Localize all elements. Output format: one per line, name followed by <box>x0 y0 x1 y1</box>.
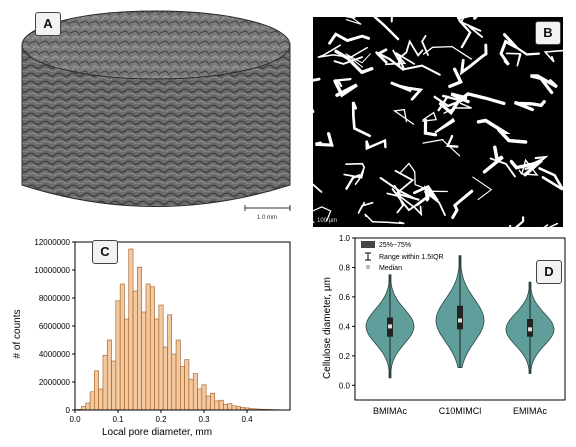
histogram-bar <box>142 312 146 410</box>
y-tick-label: 6000000 <box>39 322 71 331</box>
histogram-bar <box>189 379 193 410</box>
violin-legend: 25%~75% Range within 1.5IQR Median <box>361 241 444 272</box>
violin-median <box>458 318 462 322</box>
panel-a: 1.0 mm A <box>0 0 310 225</box>
histogram-chart: 0.0 0.1 0.2 0.3 0.4 0 2000000 4000000 6000000 80… <box>0 230 300 442</box>
histogram-x-label: Local pore diameter, mm <box>102 427 212 438</box>
histogram-bar <box>137 267 141 410</box>
histogram-bar <box>206 396 210 410</box>
histogram-bar <box>193 374 197 410</box>
histogram-bar <box>81 407 85 411</box>
violin-median <box>388 324 392 328</box>
legend-box-swatch <box>361 241 375 248</box>
histogram-bar <box>112 361 116 410</box>
y-tick-label: 0.6 <box>339 293 351 302</box>
panel-label-c: C <box>92 240 118 264</box>
category-label: EMIMAc <box>513 406 548 416</box>
legend-range: Range within 1.5IQR <box>379 254 444 261</box>
violin-median <box>528 327 532 331</box>
category-label: C10MIMCl <box>439 406 482 416</box>
panel-label-b: B <box>535 21 561 45</box>
histogram-bar <box>90 392 94 410</box>
histogram-bar <box>146 284 150 410</box>
histogram-bar <box>202 385 206 410</box>
histogram-bar <box>210 393 214 410</box>
y-tick-label: 0.8 <box>339 263 351 272</box>
panel-b: 100 µm B <box>313 17 563 227</box>
panel-c: 0.0 0.1 0.2 0.3 0.4 0 2000000 4000000 6000000 80… <box>0 230 300 442</box>
histogram-bar <box>116 301 120 410</box>
y-tick-label: 0.2 <box>339 352 351 361</box>
panel-label-d: D <box>536 260 562 284</box>
scale-label-b: 100 µm <box>317 218 337 224</box>
y-tick-label: 0.4 <box>339 322 351 331</box>
violin-iqr-box <box>457 306 463 330</box>
histogram-bar <box>107 340 111 410</box>
histogram-bar <box>167 315 171 410</box>
histogram-bar <box>124 319 128 410</box>
scale-label-a: 1.0 mm <box>257 215 277 221</box>
histogram-bar <box>236 407 240 411</box>
legend-median: Median <box>379 265 402 272</box>
legend-iqr: 25%~75% <box>379 242 411 249</box>
histogram-bar <box>159 305 163 410</box>
binary-micrograph: 100 µm <box>313 17 563 227</box>
x-tick-label: 0.0 <box>69 415 81 424</box>
y-tick-label: 10000000 <box>34 266 70 275</box>
y-tick-label: 0 <box>66 406 71 415</box>
histogram-y-label: # of counts <box>12 310 23 359</box>
histogram-bar <box>215 401 219 410</box>
histogram-bar <box>103 355 107 410</box>
histogram-bar <box>120 284 124 410</box>
panel-label-a: A <box>35 12 61 36</box>
category-label: BMIMAc <box>373 406 408 416</box>
histogram-bar <box>150 287 154 410</box>
histogram-bar <box>163 347 167 410</box>
histogram-bar <box>223 404 227 410</box>
y-tick-label: 12000000 <box>34 238 70 247</box>
violin-y-label: Cellulose diameter, µm <box>322 277 333 379</box>
y-tick-label: 4000000 <box>39 350 71 359</box>
histogram-bar <box>228 404 232 410</box>
y-tick-label: 1.0 <box>339 234 351 243</box>
histogram-bar <box>219 400 223 410</box>
x-tick-label: 0.1 <box>112 415 124 424</box>
histogram-bar <box>133 291 137 410</box>
x-tick-label: 0.2 <box>155 415 167 424</box>
x-tick-label: 0.4 <box>241 415 253 424</box>
y-tick-label: 2000000 <box>39 378 71 387</box>
y-tick-label: 0.0 <box>339 381 351 390</box>
histogram-bar <box>185 360 189 410</box>
histogram-bar <box>86 403 90 410</box>
histogram-bar <box>180 367 184 410</box>
x-tick-label: 0.3 <box>198 415 210 424</box>
legend-median-swatch <box>366 265 370 269</box>
histogram-bar <box>129 249 133 410</box>
histogram-bar <box>94 371 98 410</box>
histogram-bar <box>99 389 103 410</box>
histogram-bar <box>176 340 180 410</box>
histogram-bar <box>172 354 176 410</box>
y-tick-label: 8000000 <box>39 294 71 303</box>
histogram-bar <box>155 319 159 410</box>
histogram-bar <box>198 389 202 410</box>
histogram-bar <box>232 406 236 410</box>
